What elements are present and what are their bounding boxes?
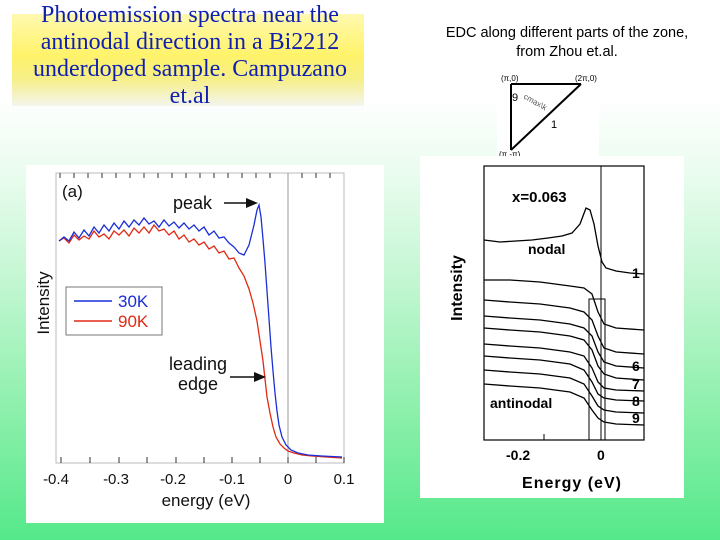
x-tick-label: -0.4 — [43, 471, 69, 488]
zhou-plot: x=0.063 nodal antinodal 1 6 7 8 9 -0.2 0… — [449, 165, 645, 492]
series-90k-curve — [58, 223, 343, 459]
campuzano-plot: 30K 90K (a) peak leading edge Intensity … — [34, 172, 355, 510]
x-axis-label: Energy (eV) — [522, 475, 622, 492]
x-axis-label: energy (eV) — [162, 491, 251, 510]
bottom-ticks — [60, 457, 345, 463]
curve-label-7: 7 — [632, 376, 640, 392]
zone-label-1: 1 — [551, 119, 557, 131]
x-tick-label: -0.3 — [103, 471, 129, 488]
peak-arrowhead — [246, 198, 258, 208]
edc-curve-1 — [483, 207, 645, 275]
edc-curve-9 — [483, 383, 645, 426]
edc-curve-7 — [483, 355, 645, 402]
leading-edge-annotation-line2: edge — [178, 374, 218, 394]
legend-label-90k: 90K — [118, 312, 149, 331]
edc-curve-6 — [483, 343, 645, 392]
title-highlight-box — [12, 14, 364, 106]
campuzano-figure: 30K 90K (a) peak leading edge Intensity … — [26, 165, 384, 523]
curve-label-9: 9 — [632, 410, 640, 426]
leading-edge-arrowhead — [254, 372, 266, 382]
edc-curve — [483, 315, 645, 369]
curve-label-1: 1 — [632, 265, 640, 281]
fermi-window-box — [588, 298, 606, 441]
peak-annotation: peak — [173, 193, 213, 213]
leading-edge-annotation-line1: leading — [169, 354, 227, 374]
legend-box — [65, 286, 163, 336]
left-title: Photoemission spectra near the antinodal… — [33, 2, 347, 109]
nodal-label: nodal — [528, 241, 565, 257]
panel-label: (a) — [62, 182, 83, 201]
zone-corner-bottom-left: (π,-π) — [499, 150, 521, 159]
top-ticks — [59, 173, 331, 178]
edc-curve — [483, 299, 645, 355]
curve-label-6: 6 — [632, 358, 640, 374]
edc-curve-8 — [483, 369, 645, 414]
x-tick-label: 0 — [284, 471, 292, 488]
zone-diagram: (π,0) (2π,0) (π,-π) 9 1 cmax\k — [499, 74, 597, 159]
doping-label: x=0.063 — [512, 189, 567, 206]
edc-curves — [483, 207, 645, 426]
edc-curve — [483, 327, 645, 381]
edc-curve — [484, 279, 645, 331]
right-title: EDC along different parts of the zone, f… — [445, 25, 689, 60]
x-tick-label: 0.1 — [334, 471, 355, 488]
curve-label-8: 8 — [632, 393, 640, 409]
zone-diagonal — [510, 83, 582, 151]
legend-label-30k: 30K — [118, 292, 149, 311]
brillouin-zone-inset: (π,0) (2π,0) (π,-π) 9 1 cmax\k — [497, 70, 599, 160]
zone-label-9: 9 — [512, 92, 518, 104]
zone-diagonal-text: cmax\k — [522, 92, 549, 113]
series-30k-curve — [58, 202, 343, 458]
x-tick-label: 0 — [597, 447, 605, 463]
y-axis-label: Intensity — [34, 271, 53, 335]
antinodal-label: antinodal — [490, 395, 552, 411]
x-tick-label: -0.1 — [219, 471, 245, 488]
zone-corner-top-right: (2π,0) — [575, 74, 597, 83]
x-tick-label: -0.2 — [160, 471, 186, 488]
zhou-figure: x=0.063 nodal antinodal 1 6 7 8 9 -0.2 0… — [420, 156, 684, 498]
zone-corner-top-left: (π,0) — [501, 74, 519, 83]
y-axis-label: Intensity — [449, 255, 466, 321]
plot-frame — [483, 165, 645, 441]
x-tick-label: -0.2 — [506, 447, 530, 463]
